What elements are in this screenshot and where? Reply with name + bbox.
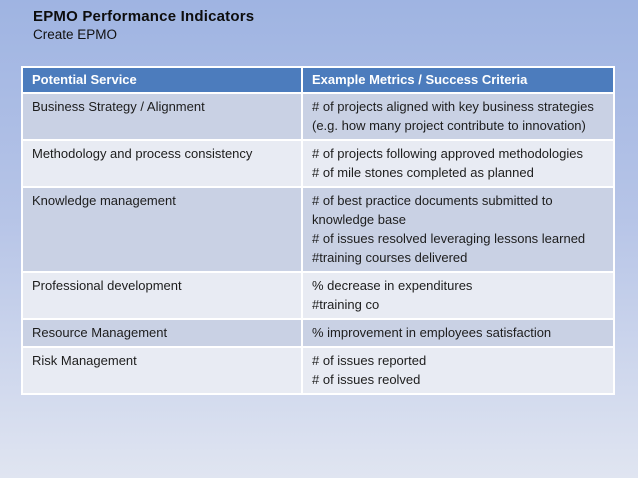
service-cell: Resource Management bbox=[21, 318, 303, 348]
table-row: Professional development % decrease in e… bbox=[21, 271, 615, 320]
service-cell: Professional development bbox=[21, 271, 303, 320]
slide-title: EPMO Performance Indicators bbox=[33, 8, 255, 25]
table-header-row: Potential Service Example Metrics / Succ… bbox=[21, 66, 615, 94]
metrics-cell: # of best practice documents submitted t… bbox=[301, 186, 615, 273]
metrics-cell: # of projects aligned with key business … bbox=[301, 92, 615, 141]
service-cell: Methodology and process consistency bbox=[21, 139, 303, 188]
metrics-cell: # of projects following approved methodo… bbox=[301, 139, 615, 188]
table-row: Risk Management # of issues reported # o… bbox=[21, 346, 615, 395]
epmo-performance-table: Potential Service Example Metrics / Succ… bbox=[21, 66, 615, 395]
metrics-cell: % improvement in employees satisfaction bbox=[301, 318, 615, 348]
metrics-cell: % decrease in expenditures #training co bbox=[301, 271, 615, 320]
table-row: Methodology and process consistency # of… bbox=[21, 139, 615, 188]
table-row: Resource Management % improvement in emp… bbox=[21, 318, 615, 348]
table-header-example-metrics: Example Metrics / Success Criteria bbox=[301, 66, 615, 94]
metrics-cell: # of issues reported # of issues reolved bbox=[301, 346, 615, 395]
service-cell: Risk Management bbox=[21, 346, 303, 395]
slide-subtitle: Create EPMO bbox=[33, 27, 118, 42]
service-cell: Knowledge management bbox=[21, 186, 303, 273]
table-row: Knowledge management # of best practice … bbox=[21, 186, 615, 273]
title-block: EPMO Performance Indicators Create EPMO bbox=[33, 8, 254, 42]
service-cell: Business Strategy / Alignment bbox=[21, 92, 303, 141]
table-row: Business Strategy / Alignment # of proje… bbox=[21, 92, 615, 141]
table-header-potential-service: Potential Service bbox=[21, 66, 303, 94]
